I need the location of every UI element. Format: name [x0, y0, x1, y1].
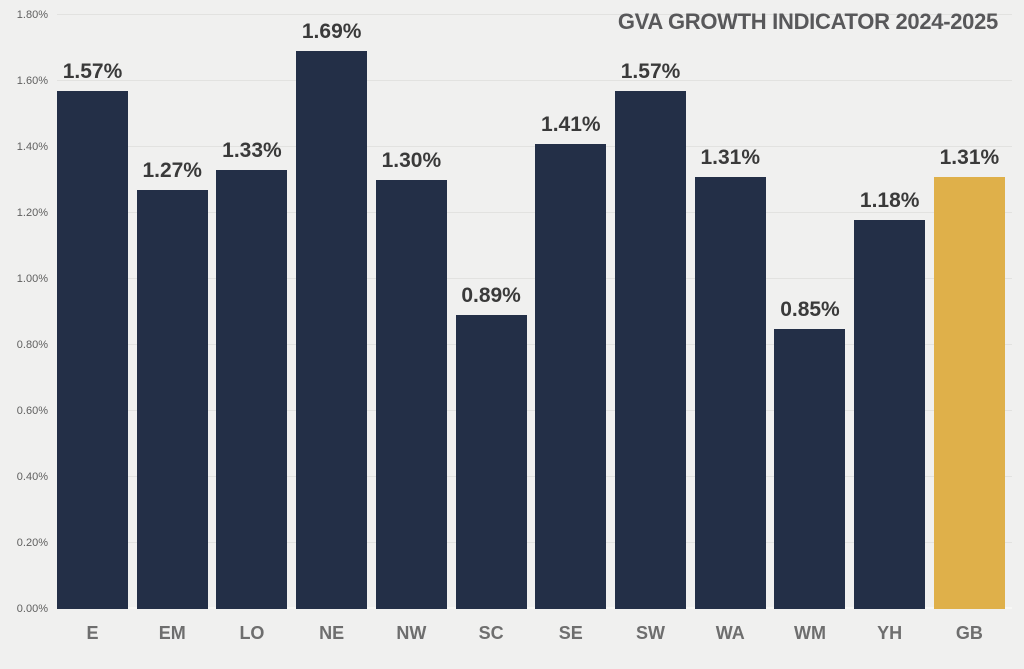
bar-column-gb: 1.31% [933, 15, 1005, 609]
bar-value-label: 1.57% [620, 59, 681, 83]
gridline [57, 344, 1012, 345]
y-tick-label: 1.60% [16, 75, 48, 87]
bars-plot-area: 1.57% 1.27% 1.33% 1.69% 1.30% 0.89% 1.41% 1.57%… [57, 15, 1005, 609]
bar-sw[interactable] [615, 90, 687, 609]
x-tick-label-nw: NW [396, 623, 427, 643]
bar-column-se: 1.41% [535, 15, 607, 609]
gridline [57, 476, 1012, 477]
x-axis: E EM LO NE NW SC SE SW WA WM YH GB [57, 622, 1005, 644]
bar-column-sw: 1.57% [615, 15, 687, 609]
bar-column-ne: 1.69% [296, 15, 368, 609]
bar-em[interactable] [136, 189, 208, 609]
bar-nw[interactable] [375, 180, 447, 609]
y-tick-label: 1.40% [16, 141, 48, 153]
y-tick-label: 0.80% [16, 339, 48, 351]
x-tick-label-lo: LO [239, 623, 265, 643]
x-tick-label-gb: GB [955, 623, 983, 643]
y-tick-label: 0.60% [16, 405, 48, 417]
bar-value-label: 1.27% [142, 158, 202, 182]
bar-sc[interactable] [455, 315, 527, 609]
x-tick-label-wa: WA [715, 623, 745, 643]
gridlines-layer [57, 14, 1012, 609]
bar-value-label: 0.89% [461, 284, 521, 308]
bar-value-label: 1.31% [700, 145, 761, 169]
y-tick-label: 1.00% [16, 273, 48, 285]
bar-value-label: 1.41% [541, 112, 601, 136]
gridline [57, 410, 1012, 411]
bar-column-e: 1.57% [57, 15, 128, 609]
bar-ne[interactable] [296, 51, 368, 609]
bar-column-sc: 0.89% [455, 15, 527, 609]
x-tick-label-ne: NE [319, 623, 345, 643]
gridline [57, 542, 1012, 543]
y-axis: 0.00% 0.20% 0.40% 0.60% 0.80% 1.00% 1.20% 1.40%… [0, 9, 48, 615]
bar-yh[interactable] [854, 219, 926, 609]
x-axis-baseline [57, 607, 1012, 609]
gridline [57, 14, 1012, 15]
bar-e[interactable] [57, 90, 128, 609]
bar-column-lo: 1.33% [216, 15, 288, 609]
gridline [57, 146, 1012, 147]
y-tick-label: 0.00% [16, 603, 48, 615]
x-tick-label-e: E [86, 623, 99, 643]
bar-value-label: 1.18% [859, 188, 920, 212]
bar-value-label: 1.69% [301, 20, 362, 44]
bar-column-wm: 0.85% [774, 15, 846, 609]
x-tick-label-sw: SW [636, 623, 666, 643]
bar-value-label: 1.30% [381, 149, 442, 172]
x-tick-label-yh: YH [877, 623, 903, 643]
bar-column-wa: 1.31% [694, 15, 766, 609]
bar-gb[interactable] [933, 176, 1005, 609]
bar-column-nw: 1.30% [375, 15, 447, 609]
x-tick-label-em: EM [158, 623, 186, 643]
chart-title: GVA GROWTH INDICATOR 2024-2025 [617, 9, 998, 34]
y-tick-label: 0.40% [16, 471, 48, 483]
x-tick-label-sc: SC [478, 623, 504, 643]
bar-column-em: 1.27% [136, 15, 208, 609]
gridline [57, 278, 1012, 279]
y-tick-label: 1.80% [16, 9, 48, 21]
y-tick-label: 0.20% [16, 537, 48, 549]
bar-lo[interactable] [216, 170, 288, 609]
x-tick-label-se: SE [558, 623, 583, 643]
gridline [57, 80, 1012, 81]
bar-value-label: 1.31% [939, 145, 1000, 169]
bar-wm[interactable] [774, 328, 846, 609]
bar-se[interactable] [535, 143, 607, 609]
bar-wa[interactable] [694, 176, 766, 609]
y-tick-label: 1.20% [16, 207, 48, 219]
bar-column-yh: 1.18% [854, 15, 926, 609]
gridline [57, 212, 1012, 213]
x-tick-label-wm: WM [793, 623, 826, 643]
bar-value-label: 1.33% [222, 139, 282, 163]
bar-value-label: 0.85% [780, 297, 840, 321]
bar-value-label: 1.57% [62, 59, 123, 83]
